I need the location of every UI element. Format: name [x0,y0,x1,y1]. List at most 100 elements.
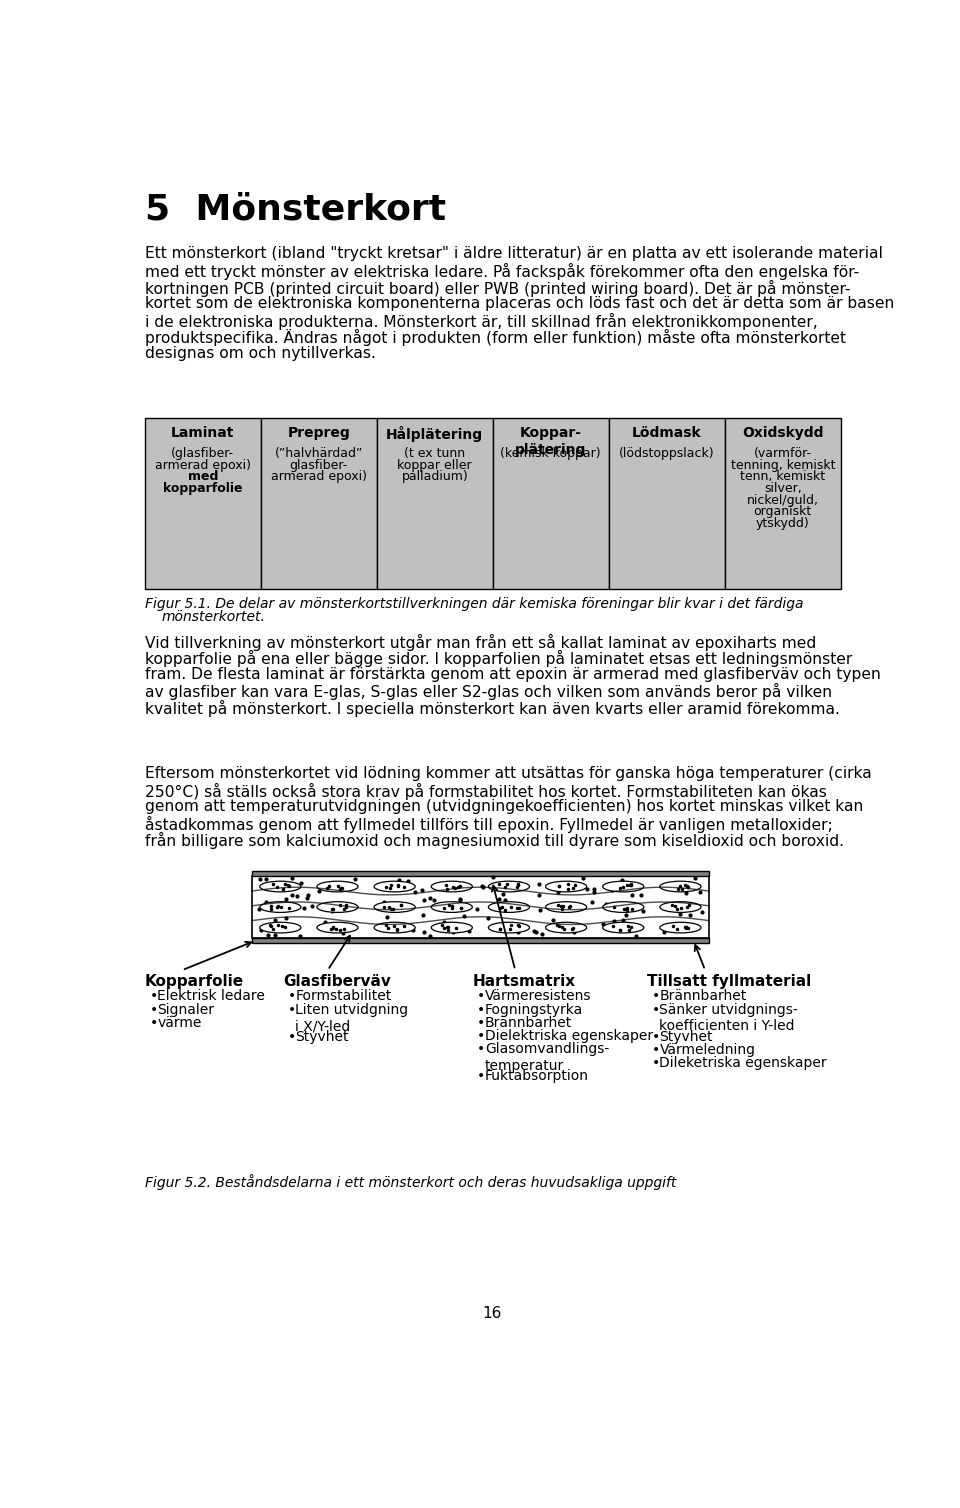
Ellipse shape [489,902,530,912]
Bar [252,872,709,876]
Text: Värmeledning: Värmeledning [660,1042,756,1057]
Ellipse shape [431,881,472,891]
Text: •: • [652,1003,660,1016]
Text: •: • [652,1030,660,1044]
Text: åstadkommas genom att fyllmedel tillförs till epoxin. Fyllmedel är vanligen meta: åstadkommas genom att fyllmedel tillförs… [145,816,832,832]
Bar [725,418,841,590]
Text: Formstabilitet: Formstabilitet [295,989,392,1003]
Text: Prepreg: Prepreg [287,425,350,440]
Text: •: • [477,1069,486,1083]
Text: Kopparfolie: Kopparfolie [145,974,244,989]
Text: från billigare som kalciumoxid och magnesiumoxid till dyrare som kiseldioxid och: från billigare som kalciumoxid och magne… [145,832,844,849]
Text: (t ex tunn: (t ex tunn [404,448,466,460]
Text: •: • [477,1042,486,1056]
Ellipse shape [374,902,416,912]
Text: kvalitet på mönsterkort. I speciella mönsterkort kan även kvarts eller aramid fö: kvalitet på mönsterkort. I speciella mön… [145,700,840,716]
Text: Elektrisk ledare: Elektrisk ledare [157,989,265,1003]
Text: •: • [477,1003,486,1016]
Ellipse shape [545,902,587,912]
Text: koppar eller: koppar eller [397,458,472,472]
Text: i de elektroniska produkterna. Mönsterkort är, till skillnad från elektronikkomp: i de elektroniska produkterna. Mönsterko… [145,312,818,330]
Text: Laminat: Laminat [171,425,234,440]
Text: •: • [150,989,157,1003]
Bar [252,938,709,944]
Text: Värmeresistens: Värmeresistens [485,989,591,1003]
Bar [376,418,492,590]
Text: värme: värme [157,1016,202,1030]
Bar [609,418,725,590]
Text: Styvhet: Styvhet [295,1030,348,1044]
Ellipse shape [431,902,472,912]
Text: •: • [477,1028,486,1042]
Text: Figur 5.2. Beståndsdelarna i ett mönsterkort och deras huvudsakliga uppgift: Figur 5.2. Beståndsdelarna i ett mönster… [145,1175,676,1190]
Text: •: • [477,1016,486,1030]
Text: Oxidskydd: Oxidskydd [742,425,824,440]
Text: genom att temperaturutvidgningen (utvidgningekoefficienten) hos kortet minskas v: genom att temperaturutvidgningen (utvidg… [145,799,863,814]
Text: organiskt: organiskt [754,505,812,519]
Text: kopparfolie: kopparfolie [163,483,243,495]
Text: nickel/guld,: nickel/guld, [747,493,819,507]
Text: mönsterkortet.: mönsterkortet. [162,609,266,624]
Text: Glasomvandlings-
temperatur: Glasomvandlings- temperatur [485,1042,610,1072]
Text: fram. De flesta laminat är förstärkta genom att epoxin är armerad med glasfiberv: fram. De flesta laminat är förstärkta ge… [145,667,880,682]
Text: Dileketriska egenskaper: Dileketriska egenskaper [660,1056,827,1069]
Ellipse shape [374,881,416,891]
Text: 5  Mönsterkort: 5 Mönsterkort [145,193,446,226]
Text: Styvhet: Styvhet [660,1030,713,1044]
Ellipse shape [431,923,472,933]
Text: •: • [287,989,296,1003]
Ellipse shape [489,881,530,891]
Ellipse shape [489,923,530,933]
Text: av glasfiber kan vara E-glas, S-glas eller S2-glas och vilken som används beror : av glasfiber kan vara E-glas, S-glas ell… [145,683,832,700]
Text: (”halvhärdad”: (”halvhärdad” [275,448,363,460]
Ellipse shape [603,902,644,912]
Text: ytskydd): ytskydd) [756,517,809,529]
Text: Lödmask: Lödmask [632,425,702,440]
Text: armerad epoxi): armerad epoxi) [271,470,367,484]
Text: med: med [187,470,218,484]
Ellipse shape [660,881,701,891]
Text: Brännbarhet: Brännbarhet [485,1016,572,1030]
Text: kortet som de elektroniska komponenterna placeras och löds fast och det är detta: kortet som de elektroniska komponenterna… [145,296,894,311]
Bar [145,418,261,590]
Text: Tillsatt fyllmaterial: Tillsatt fyllmaterial [647,974,811,989]
Text: (varmför-: (varmför- [754,448,812,460]
Text: Dielektriska egenskaper: Dielektriska egenskaper [485,1028,653,1042]
Text: •: • [150,1016,157,1030]
Text: Figur 5.1. De delar av mönsterkortstillverkningen där kemiska föreningar blir kv: Figur 5.1. De delar av mönsterkortstillv… [145,597,804,611]
Text: palladium): palladium) [401,470,468,484]
Text: designas om och nytillverkas.: designas om och nytillverkas. [145,345,375,360]
Text: •: • [287,1030,296,1044]
Text: •: • [150,1003,157,1016]
Text: Vid tillverkning av mönsterkort utgår man från ett så kallat laminat av epoxihar: Vid tillverkning av mönsterkort utgår ma… [145,633,816,651]
Text: tenning, kemiskt: tenning, kemiskt [731,458,835,472]
Text: med ett tryckt mönster av elektriska ledare. På fackspåk förekommer ofta den eng: med ett tryckt mönster av elektriska led… [145,262,859,280]
Text: Hartsmatrix: Hartsmatrix [472,974,576,989]
Ellipse shape [660,923,701,933]
Text: Signaler: Signaler [157,1003,214,1016]
Text: Brännbarhet: Brännbarhet [660,989,747,1003]
Text: •: • [652,1056,660,1069]
Text: tenn, kemiskt: tenn, kemiskt [740,470,826,484]
Text: armerad epoxi): armerad epoxi) [155,458,251,472]
Ellipse shape [260,881,300,891]
Text: •: • [652,1042,660,1057]
Bar [252,876,709,938]
Text: kortningen PCB (printed circuit board) eller PWB (printed wiring board). Det är : kortningen PCB (printed circuit board) e… [145,279,851,297]
Text: produktspecifika. Ändras något i produkten (form eller funktion) måste ofta möns: produktspecifika. Ändras något i produkt… [145,329,846,347]
Text: •: • [477,989,486,1003]
Text: 250°C) så ställs också stora krav på formstabilitet hos kortet. Formstabiliteten: 250°C) så ställs också stora krav på for… [145,783,827,799]
Ellipse shape [260,902,300,912]
Text: Fogningstyrka: Fogningstyrka [485,1003,584,1016]
Ellipse shape [260,923,300,933]
Text: (kemisk koppar): (kemisk koppar) [500,448,601,460]
Text: kopparfolie på ena eller bägge sidor. I kopparfolien på laminatet etsas ett ledn: kopparfolie på ena eller bägge sidor. I … [145,650,852,668]
Text: silver,: silver, [764,483,802,495]
Bar [261,418,376,590]
Ellipse shape [660,902,701,912]
Ellipse shape [374,923,416,933]
Text: glasfiber-: glasfiber- [290,458,348,472]
Ellipse shape [317,881,358,891]
Ellipse shape [603,881,644,891]
Ellipse shape [317,902,358,912]
